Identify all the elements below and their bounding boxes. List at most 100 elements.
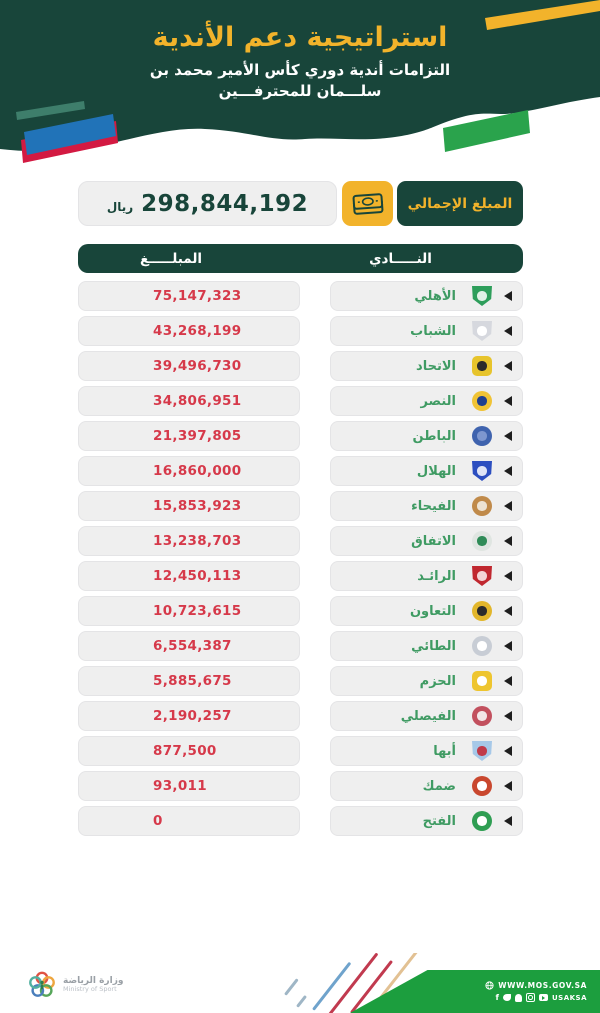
diagonal-line-icon [312,961,351,1011]
triangle-left-icon [504,711,512,721]
club-cell: الرائـد [330,561,523,591]
club-cell: ضمك [330,771,523,801]
total-icon-box [342,181,393,226]
club-name: الطائي [411,638,456,654]
triangle-left-icon [504,641,512,651]
instagram-icon [525,993,535,1002]
website-row: WWW.MOS.GOV.SA [485,981,587,990]
table-row: 93,011 ضمك [78,771,523,801]
club-amount: 5,885,675 [153,673,232,689]
club-logo-icon [472,321,492,341]
triangle-left-icon [504,501,512,511]
club-cell: الشباب [330,316,523,346]
triangle-left-icon [504,361,512,371]
column-header-club: النـــــادي [369,250,432,267]
club-cell: الفتح [330,806,523,836]
table-row: 10,723,615 التعاون [78,596,523,626]
table-row: 6,554,387 الطائي [78,631,523,661]
ministry-name-en: Ministry of Sport [63,985,117,994]
club-cell: أبها [330,736,523,766]
amount-cell: 34,806,951 [78,386,300,416]
club-amount: 16,860,000 [153,463,242,479]
amount-cell: 93,011 [78,771,300,801]
club-name: الفيصلي [400,708,456,724]
main-content: ريال 298,844,192 المبلغ الإجمالي المبل [78,181,523,841]
club-cell: الهلال [330,456,523,486]
club-cell: الاتحاد [330,351,523,381]
club-cell: الباطن [330,421,523,451]
club-logo-icon [472,391,492,411]
club-cell: الأهلي [330,281,523,311]
page-title: استراتيجية دعم الأندية [152,22,448,53]
club-logo-icon [472,531,492,551]
triangle-left-icon [504,746,512,756]
club-logo-icon [472,776,492,796]
club-amount: 39,496,730 [153,358,242,374]
amount-cell: 12,450,113 [78,561,300,591]
page-subtitle: التزامات أندية دوري كأس الأمير محمد بن س… [0,60,600,102]
club-amount: 43,268,199 [153,323,242,339]
amount-cell: 15,853,923 [78,491,300,521]
amount-cell: 75,147,323 [78,281,300,311]
club-logo-icon [472,671,492,691]
snapchat-icon [514,993,522,1002]
table-row: 16,860,000 الهلال [78,456,523,486]
banknote-icon [352,192,383,215]
club-logo-icon [472,496,492,516]
triangle-left-icon [504,396,512,406]
club-amount: 75,147,323 [153,288,242,304]
club-cell: الحزم [330,666,523,696]
green-ribbon-icon [443,110,530,152]
triangle-left-icon [504,431,512,441]
column-header-amount: المبلـــــغ [139,250,203,267]
club-logo-icon [472,426,492,446]
diagonal-line-icon [284,978,299,996]
triangle-left-icon [504,816,512,826]
amount-cell: 5,885,675 [78,666,300,696]
triangle-left-icon [504,676,512,686]
table-row: 0 الفتح [78,806,523,836]
blue-ribbon-icon [24,114,116,155]
yellow-ribbon-icon [485,0,600,30]
club-name: الاتحاد [416,358,456,374]
total-label: المبلغ الإجمالي [397,181,523,226]
club-name: الفيحاء [411,498,456,514]
club-logo-icon [472,601,492,621]
website-url: WWW.MOS.GOV.SA [498,981,587,990]
triangle-left-icon [504,781,512,791]
club-logo-icon [472,461,492,481]
club-name: الفتح [422,813,456,829]
header-text: استراتيجية دعم الأندية التزامات أندية دو… [0,22,600,102]
club-name: الحزم [419,673,456,689]
subtitle-line-2: سلـــمان للمحترفـــين [218,82,382,100]
club-amount: 13,238,703 [153,533,242,549]
club-logo-icon [472,356,492,376]
amount-cell: 10,723,615 [78,596,300,626]
club-name: أبها [433,743,456,759]
table-row: 34,806,951 النصر [78,386,523,416]
club-amount: 34,806,951 [153,393,242,409]
club-name: الأهلي [414,288,456,304]
triangle-left-icon [504,466,512,476]
amount-cell: 6,554,387 [78,631,300,661]
total-amount-box: ريال 298,844,192 [78,181,337,226]
club-logo-icon [472,286,492,306]
currency-label: ريال [106,200,134,214]
table-row: 21,397,805 الباطن [78,421,523,451]
header-wave-background [0,0,600,163]
table-row: 2,190,257 الفيصلي [78,701,523,731]
table-row: 15,853,923 الفيحاء [78,491,523,521]
club-cell: الاتفاق [330,526,523,556]
club-amount: 15,853,923 [153,498,242,514]
club-cell: الطائي [330,631,523,661]
club-cell: الفيحاء [330,491,523,521]
amount-cell: 0 [78,806,300,836]
triangle-left-icon [504,606,512,616]
club-cell: التعاون [330,596,523,626]
club-name: التعاون [409,603,456,619]
club-amount: 93,011 [153,778,207,794]
ministry-text: وزارة الرياضة Ministry of Sport [63,976,123,994]
table-row: 12,450,113 الرائـد [78,561,523,591]
club-amount: 21,397,805 [153,428,242,444]
